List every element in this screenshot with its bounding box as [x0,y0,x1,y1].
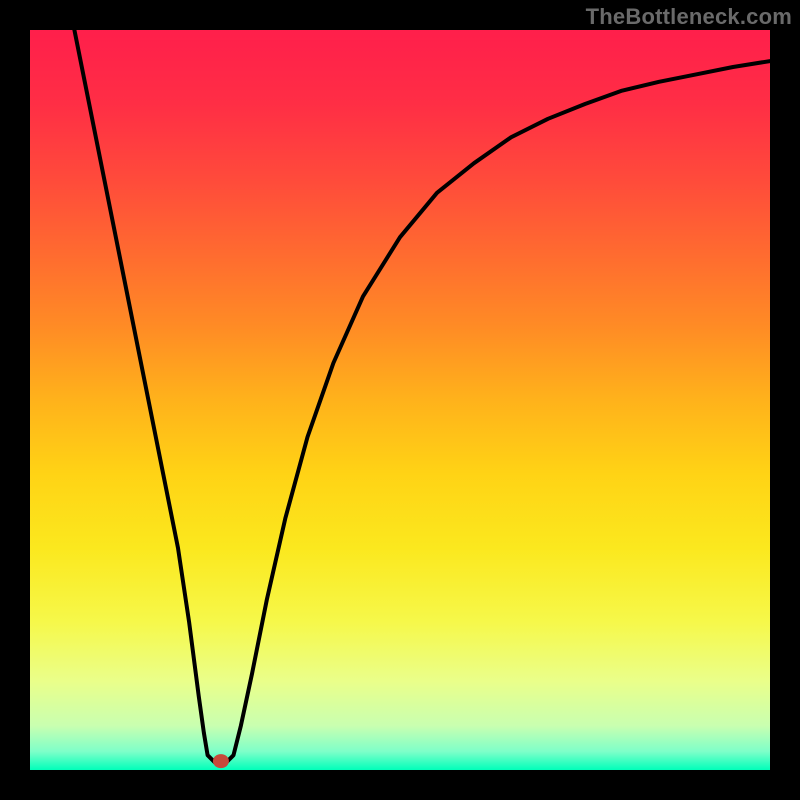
optimal-point-marker [213,754,229,768]
watermark-text: TheBottleneck.com [586,4,792,30]
chart-frame: TheBottleneck.com [0,0,800,800]
plot-background [30,30,770,770]
plot-area [30,30,770,770]
